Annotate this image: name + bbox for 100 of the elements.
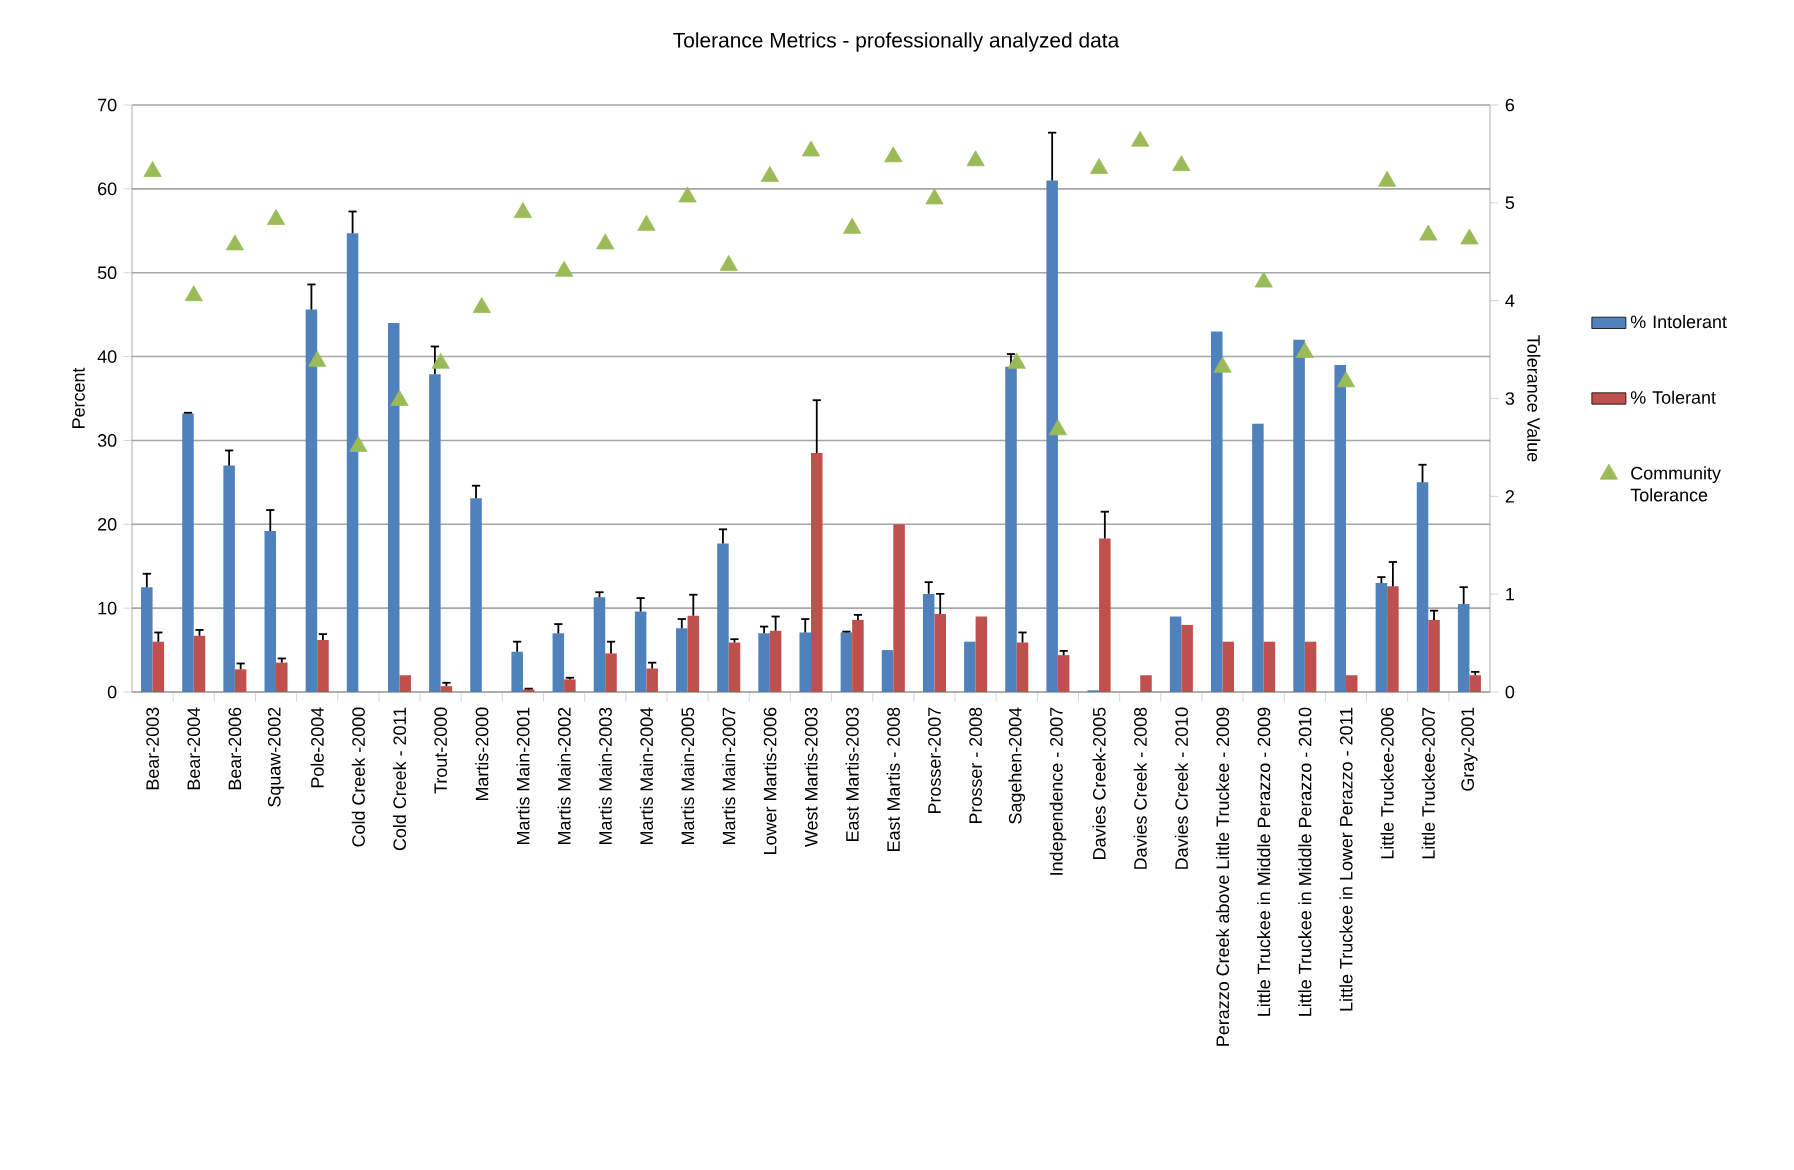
bar bbox=[687, 615, 700, 692]
point bbox=[1254, 271, 1273, 288]
bar bbox=[852, 619, 864, 692]
bar bbox=[1016, 642, 1029, 692]
bar bbox=[634, 611, 647, 692]
bar bbox=[1334, 364, 1346, 692]
point bbox=[308, 350, 327, 367]
bar bbox=[1345, 675, 1358, 692]
y2-tick-label: 5 bbox=[1505, 196, 1515, 210]
x-tick-label: East Martis - 2008 bbox=[886, 707, 900, 851]
y2-axis-title: Tolerance Value bbox=[1527, 335, 1541, 462]
point bbox=[1213, 356, 1232, 373]
x-tick-label: Martis Main-2002 bbox=[557, 707, 571, 844]
x-tick-label: Bear-2003 bbox=[146, 707, 159, 790]
bar bbox=[470, 498, 482, 692]
bar bbox=[840, 632, 853, 692]
bar bbox=[511, 651, 523, 692]
bar bbox=[223, 465, 235, 692]
bar bbox=[1140, 675, 1152, 692]
bar bbox=[346, 233, 359, 692]
point bbox=[719, 255, 738, 271]
bar bbox=[758, 633, 770, 692]
chart-title: Tolerance Metrics - professionally analyzed data bbox=[673, 32, 1120, 52]
point bbox=[513, 202, 532, 219]
bar bbox=[964, 641, 976, 692]
point bbox=[1172, 155, 1191, 172]
y2-tick-label: 1 bbox=[1506, 587, 1514, 601]
point bbox=[801, 140, 821, 157]
bar bbox=[1211, 331, 1223, 692]
y-tick-label: 70 bbox=[98, 98, 117, 112]
bar bbox=[922, 593, 935, 692]
bar bbox=[1304, 641, 1317, 692]
x-tick-label: Gray-2001 bbox=[1461, 707, 1478, 791]
x-tick-label: Davies Creek - 2008 bbox=[1133, 707, 1147, 869]
point bbox=[266, 209, 286, 225]
y2-tick-label: 4 bbox=[1505, 294, 1515, 307]
bar bbox=[305, 309, 318, 692]
bar bbox=[1263, 641, 1276, 692]
bar bbox=[728, 642, 741, 692]
x-tick-label: Little Truckee-2006 bbox=[1380, 707, 1394, 859]
y-tick-label: 30 bbox=[97, 434, 117, 447]
point bbox=[596, 233, 615, 250]
point bbox=[678, 186, 697, 203]
bar bbox=[646, 668, 658, 692]
x-tick-label: Squaw-2002 bbox=[267, 707, 285, 807]
bar bbox=[1222, 641, 1235, 692]
x-tick-label: Pole-2004 bbox=[310, 707, 324, 788]
y2-tick-label: 0 bbox=[1505, 685, 1515, 699]
bar bbox=[593, 597, 606, 692]
y-tick-label: 50 bbox=[97, 266, 117, 280]
point bbox=[966, 150, 985, 167]
point bbox=[472, 297, 491, 313]
bar bbox=[1457, 603, 1470, 692]
x-tick-label: Martis Main-2004 bbox=[639, 707, 653, 844]
bar bbox=[399, 675, 412, 692]
bar bbox=[182, 413, 194, 692]
bar bbox=[1375, 582, 1388, 692]
bar bbox=[276, 662, 288, 692]
y-tick-label: 0 bbox=[107, 685, 117, 699]
x-tick-label: Martis Main-2005 bbox=[680, 707, 695, 844]
bar bbox=[264, 530, 277, 692]
x-tick-label: East Martis-2003 bbox=[845, 707, 859, 841]
bar bbox=[552, 633, 565, 692]
y2-tick-label: 2 bbox=[1505, 490, 1514, 503]
point bbox=[884, 146, 903, 163]
bar bbox=[799, 632, 812, 692]
x-tick-label: Martis Main-2007 bbox=[722, 707, 736, 844]
y-tick-label: 10 bbox=[98, 601, 117, 615]
point bbox=[1131, 130, 1150, 147]
bar bbox=[1046, 180, 1058, 692]
x-tick-label: Little Truckee in Lower Perazzo - 2011 bbox=[1339, 707, 1353, 1011]
point bbox=[225, 234, 244, 251]
x-tick-label: Cold Creek -2000 bbox=[351, 707, 365, 847]
legend-label: % Tolerant bbox=[1630, 390, 1716, 404]
x-tick-label: West Martis-2003 bbox=[804, 707, 818, 847]
bar bbox=[317, 640, 329, 692]
bar bbox=[811, 453, 823, 692]
point bbox=[1048, 419, 1067, 436]
point bbox=[390, 390, 409, 406]
point bbox=[1007, 352, 1026, 369]
bar bbox=[1469, 675, 1481, 692]
y-tick-label: 40 bbox=[97, 350, 117, 363]
x-tick-label: Davies Creek - 2010 bbox=[1174, 707, 1188, 869]
bar bbox=[676, 628, 688, 692]
x-tick-label: Perazzo Creek above Little Truckee - 2009 bbox=[1215, 707, 1230, 1046]
point bbox=[555, 260, 574, 277]
point bbox=[349, 436, 368, 452]
point bbox=[1378, 170, 1397, 187]
bar bbox=[1416, 482, 1429, 692]
y2-tick-label: 3 bbox=[1505, 392, 1515, 405]
x-tick-label: Little Truckee in Middle Perazzo - 2010 bbox=[1298, 707, 1312, 1016]
x-tick-label: Little Truckee in Middle Perazzo - 2009 bbox=[1257, 707, 1271, 1016]
y-axis-title: Percent bbox=[72, 367, 85, 428]
bar bbox=[1293, 339, 1305, 692]
x-tick-label: Sagehen-2004 bbox=[1008, 707, 1026, 824]
bar bbox=[605, 653, 617, 692]
point bbox=[184, 285, 203, 302]
bar bbox=[1099, 538, 1111, 692]
point bbox=[925, 188, 944, 205]
point bbox=[1336, 371, 1356, 388]
